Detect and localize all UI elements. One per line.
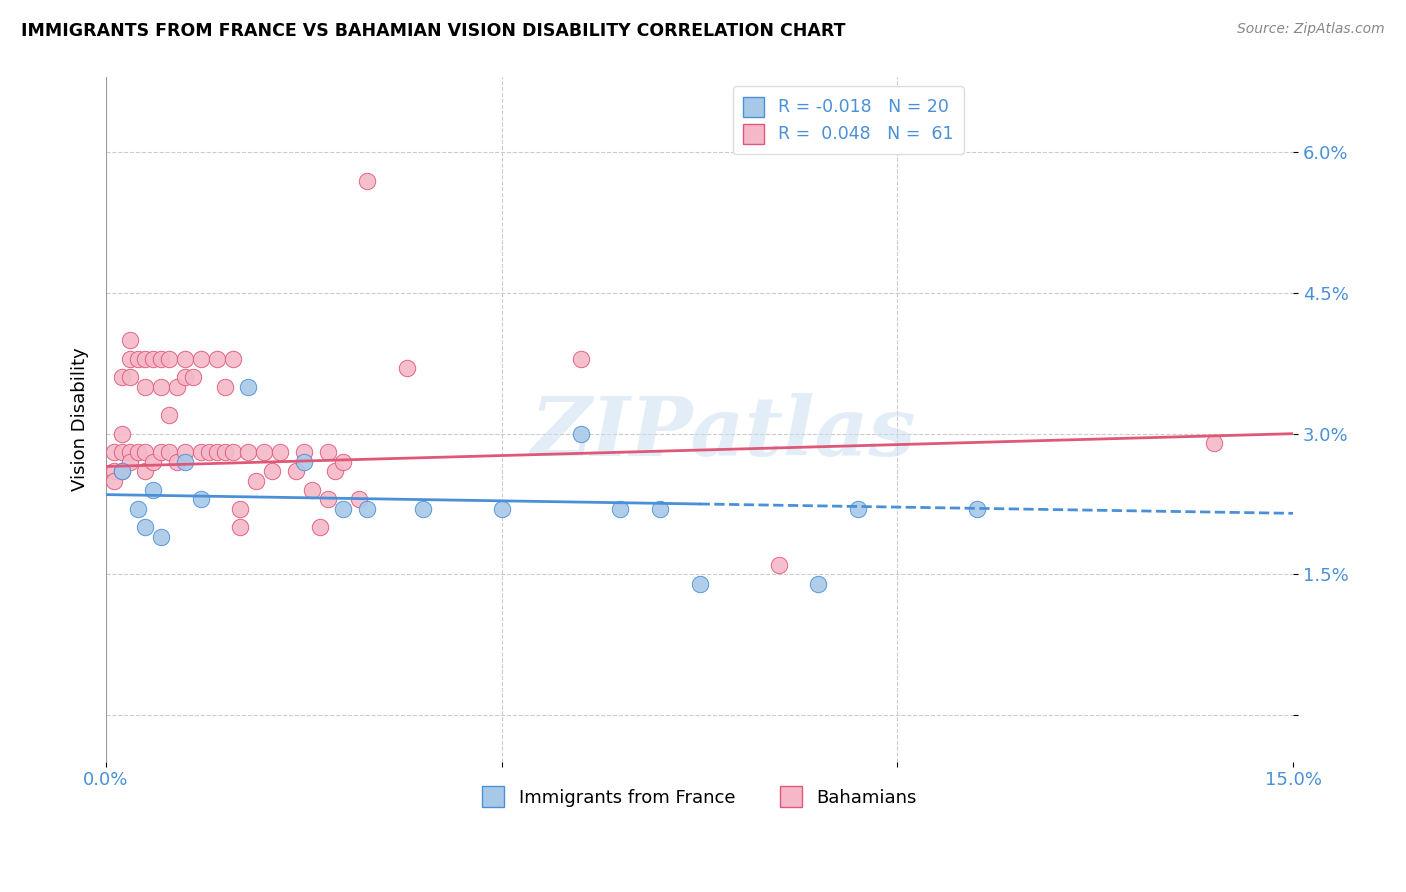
Point — [846, 501, 869, 516]
Point — [174, 445, 197, 459]
Legend: Immigrants from France, Bahamians: Immigrants from France, Bahamians — [475, 779, 924, 814]
Point — [292, 445, 315, 459]
Point — [253, 445, 276, 459]
Point — [356, 173, 378, 187]
Point — [118, 445, 141, 459]
Point — [111, 426, 134, 441]
Text: Source: ZipAtlas.com: Source: ZipAtlas.com — [1237, 22, 1385, 37]
Point — [127, 351, 149, 366]
Point — [569, 351, 592, 366]
Point — [356, 501, 378, 516]
Point — [111, 370, 134, 384]
Point — [111, 445, 134, 459]
Point — [127, 501, 149, 516]
Point — [316, 445, 339, 459]
Point — [103, 445, 125, 459]
Point — [229, 520, 252, 534]
Point — [229, 501, 252, 516]
Point — [262, 464, 284, 478]
Point — [221, 445, 243, 459]
Point — [157, 445, 180, 459]
Point — [118, 370, 141, 384]
Point — [238, 380, 260, 394]
Point — [689, 576, 711, 591]
Point — [1202, 436, 1225, 450]
Point — [181, 370, 204, 384]
Y-axis label: Vision Disability: Vision Disability — [72, 348, 89, 491]
Point — [118, 333, 141, 347]
Point — [292, 455, 315, 469]
Point — [284, 464, 307, 478]
Point — [395, 361, 418, 376]
Point — [205, 351, 228, 366]
Point — [569, 426, 592, 441]
Point — [174, 370, 197, 384]
Point — [142, 351, 165, 366]
Point — [111, 464, 134, 478]
Point — [134, 464, 156, 478]
Point — [768, 558, 790, 572]
Text: ZIPatlas: ZIPatlas — [530, 393, 917, 474]
Point — [103, 464, 125, 478]
Point — [134, 380, 156, 394]
Point — [269, 445, 291, 459]
Point — [166, 455, 188, 469]
Point — [198, 445, 221, 459]
Point — [245, 474, 267, 488]
Point — [807, 576, 830, 591]
Point — [609, 501, 631, 516]
Point — [308, 520, 330, 534]
Point — [118, 455, 141, 469]
Point — [221, 351, 243, 366]
Point — [127, 445, 149, 459]
Point — [166, 380, 188, 394]
Point — [316, 492, 339, 507]
Point — [190, 492, 212, 507]
Point — [648, 501, 671, 516]
Point — [134, 520, 156, 534]
Point — [111, 464, 134, 478]
Point — [412, 501, 434, 516]
Point — [214, 445, 236, 459]
Point — [142, 483, 165, 497]
Point — [134, 351, 156, 366]
Text: IMMIGRANTS FROM FRANCE VS BAHAMIAN VISION DISABILITY CORRELATION CHART: IMMIGRANTS FROM FRANCE VS BAHAMIAN VISIO… — [21, 22, 845, 40]
Point — [174, 351, 197, 366]
Point — [157, 351, 180, 366]
Point — [103, 474, 125, 488]
Point — [491, 501, 513, 516]
Point — [134, 445, 156, 459]
Point — [325, 464, 347, 478]
Point — [301, 483, 323, 497]
Point — [332, 455, 354, 469]
Point — [150, 380, 173, 394]
Point — [332, 501, 354, 516]
Point — [205, 445, 228, 459]
Point — [150, 445, 173, 459]
Point — [118, 351, 141, 366]
Point — [966, 501, 988, 516]
Point — [150, 530, 173, 544]
Point — [157, 408, 180, 422]
Point — [190, 351, 212, 366]
Point — [214, 380, 236, 394]
Point — [150, 351, 173, 366]
Point — [238, 445, 260, 459]
Point — [174, 455, 197, 469]
Point — [190, 445, 212, 459]
Point — [142, 455, 165, 469]
Point — [347, 492, 370, 507]
